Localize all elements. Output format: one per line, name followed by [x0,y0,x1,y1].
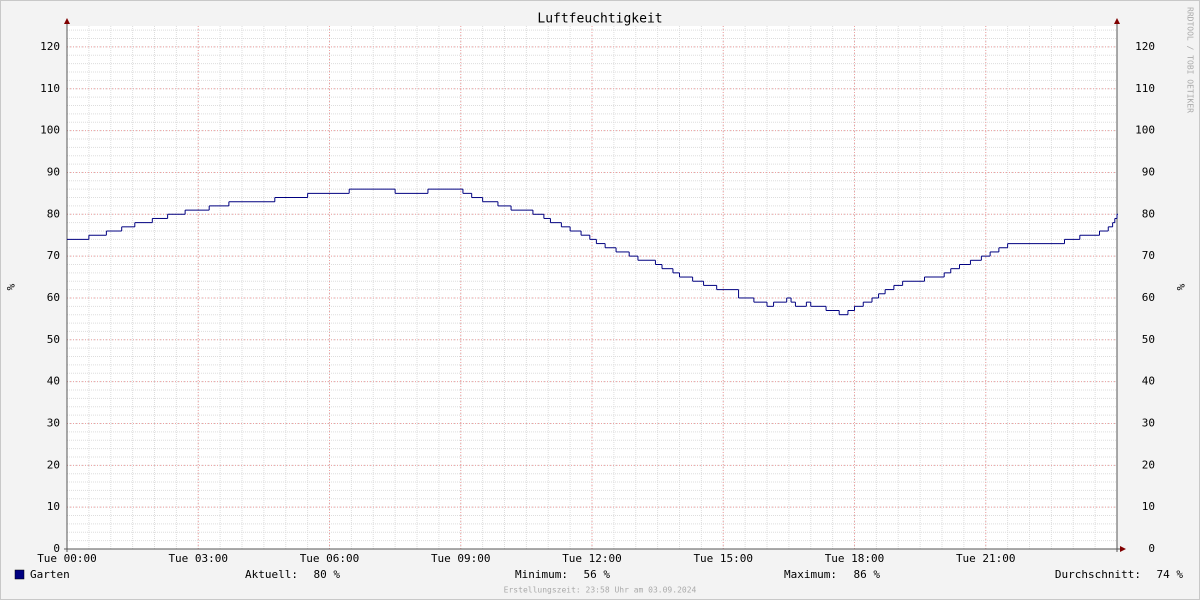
y2-tick-label: 110 [1135,82,1155,95]
x-tick-label: Tue 06:00 [300,552,360,565]
y2-tick-label: 80 [1142,207,1155,220]
y-tick-label: 110 [40,82,60,95]
y-tick-label: 100 [40,124,60,137]
y2-tick-label: 70 [1142,249,1155,262]
stat-label: Minimum: [515,568,568,581]
chart-title: Luftfeuchtigkeit [537,12,662,27]
stat-value: 74 % [1157,568,1184,581]
legend-label: Garten [30,568,70,581]
x-tick-label: Tue 03:00 [168,552,228,565]
y2-tick-label: 120 [1135,40,1155,53]
y2-tick-label: 20 [1142,458,1155,471]
y2-tick-label: 40 [1142,375,1155,388]
stat-value: 56 % [584,568,611,581]
legend-swatch [14,569,25,580]
y2-tick-label: 60 [1142,291,1155,304]
x-tick-label: Tue 09:00 [431,552,491,565]
watermark: RRDTOOL / TOBI OETIKER [1186,7,1195,113]
x-tick-label: Tue 15:00 [693,552,753,565]
stat-value: 86 % [854,568,881,581]
axis-arrow [1114,18,1120,24]
y2-tick-label: 50 [1142,333,1155,346]
footer: Erstellungszeit: 23:58 Uhr am 03.09.2024 [504,586,697,595]
y-tick-label: 40 [47,375,60,388]
y-tick-label: 20 [47,458,60,471]
y-tick-label: 90 [47,165,60,178]
stat-label: Aktuell: [245,568,298,581]
x-tick-label: Tue 00:00 [37,552,97,565]
x-tick-label: Tue 21:00 [956,552,1016,565]
y-tick-label: 120 [40,40,60,53]
y-axis-label: % [4,284,17,291]
x-tick-label: Tue 12:00 [562,552,622,565]
y2-tick-label: 10 [1142,500,1155,513]
axis-arrow [64,18,70,24]
axis-arrow [1120,546,1126,552]
y2-tick-label: 100 [1135,124,1155,137]
y2-tick-label: 0 [1148,542,1155,555]
stat-label: Maximum: [784,568,837,581]
y2-tick-label: 90 [1142,165,1155,178]
y-tick-label: 80 [47,207,60,220]
stat-label: Durchschnitt: [1055,568,1141,581]
y-tick-label: 70 [47,249,60,262]
y-tick-label: 60 [47,291,60,304]
y2-axis-label: % [1174,284,1187,291]
y-tick-label: 30 [47,416,60,429]
y-tick-label: 0 [53,542,60,555]
y-tick-label: 50 [47,333,60,346]
stat-value: 80 % [314,568,341,581]
x-tick-label: Tue 18:00 [825,552,885,565]
y-tick-label: 10 [47,500,60,513]
y2-tick-label: 30 [1142,416,1155,429]
